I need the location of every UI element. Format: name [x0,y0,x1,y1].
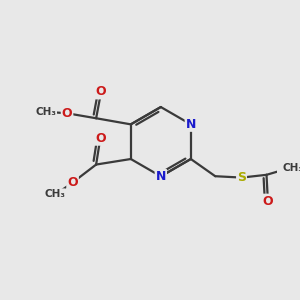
Text: O: O [67,176,78,189]
Text: O: O [95,132,106,145]
Text: O: O [262,195,273,208]
Text: N: N [156,170,166,183]
Text: N: N [186,118,196,131]
Text: S: S [237,171,246,184]
Text: CH₃: CH₃ [44,189,65,199]
Text: CH₃: CH₃ [35,107,56,117]
Text: CH₃: CH₃ [282,163,300,173]
Text: O: O [96,85,106,98]
Text: O: O [62,107,72,120]
